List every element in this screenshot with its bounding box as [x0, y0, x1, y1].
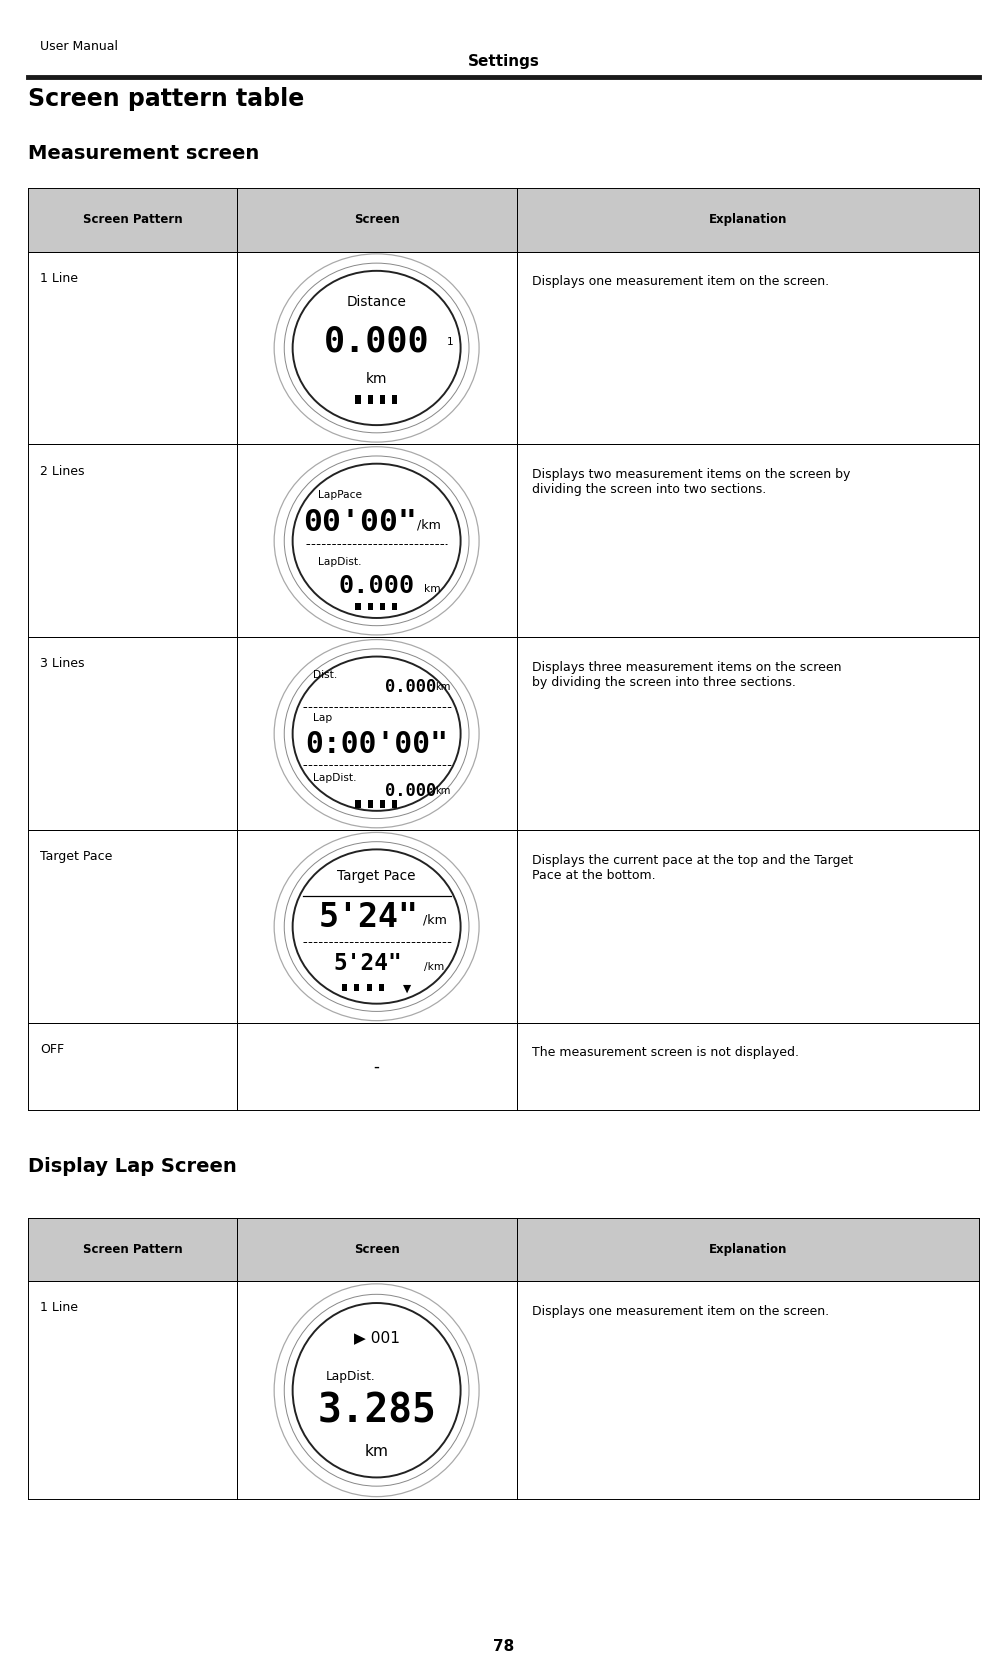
Text: ▶ 001: ▶ 001: [353, 1330, 400, 1345]
Text: Screen pattern table: Screen pattern table: [28, 87, 304, 111]
Ellipse shape: [293, 270, 460, 426]
Text: Displays two measurement items on the screen by
dividing the screen into two sec: Displays two measurement items on the sc…: [532, 468, 850, 496]
Text: /km: /km: [423, 914, 447, 927]
Bar: [517, 188, 979, 252]
Text: Screen: Screen: [353, 213, 400, 226]
Bar: [379, 984, 384, 991]
Bar: [380, 800, 385, 808]
Bar: [237, 1218, 517, 1281]
Text: 2 Lines: 2 Lines: [40, 465, 85, 478]
Text: Explanation: Explanation: [709, 213, 786, 226]
Text: Displays the current pace at the top and the Target
Pace at the bottom.: Displays the current pace at the top and…: [532, 854, 853, 882]
Bar: [342, 984, 347, 991]
Text: Screen: Screen: [353, 1243, 400, 1256]
Bar: [355, 602, 361, 610]
Bar: [392, 800, 397, 808]
Bar: [367, 984, 372, 991]
Text: Explanation: Explanation: [709, 1243, 786, 1256]
Text: 0.000: 0.000: [338, 574, 415, 597]
Text: Measurement screen: Measurement screen: [28, 144, 260, 163]
Text: Displays one measurement item on the screen.: Displays one measurement item on the scr…: [532, 275, 829, 288]
Text: 0.000: 0.000: [324, 325, 429, 359]
Ellipse shape: [293, 849, 460, 1003]
Text: 1: 1: [447, 337, 454, 347]
Text: Displays one measurement item on the screen.: Displays one measurement item on the scr…: [532, 1305, 829, 1318]
Text: 5'24": 5'24": [318, 901, 418, 934]
Bar: [355, 800, 361, 808]
Text: LapDist.: LapDist.: [318, 557, 362, 567]
Text: km: km: [435, 683, 450, 693]
Bar: [392, 602, 397, 610]
Bar: [368, 800, 373, 808]
Bar: [517, 1218, 979, 1281]
Text: 78: 78: [492, 1640, 515, 1654]
Text: 1 Line: 1 Line: [40, 272, 79, 285]
Text: 3 Lines: 3 Lines: [40, 657, 85, 671]
Text: Settings: Settings: [467, 54, 540, 69]
Text: 1 Line: 1 Line: [40, 1301, 79, 1315]
Text: km: km: [424, 584, 440, 594]
Text: /km: /km: [417, 518, 440, 532]
Text: 0:00'00": 0:00'00": [305, 729, 448, 760]
Text: 00'00": 00'00": [303, 508, 417, 537]
Ellipse shape: [293, 463, 460, 619]
Text: LapPace: LapPace: [318, 490, 362, 500]
Text: Dist.: Dist.: [313, 671, 337, 681]
Text: -: -: [374, 1058, 380, 1075]
Text: 0.000: 0.000: [385, 781, 436, 800]
Bar: [392, 396, 397, 404]
Text: /km: /km: [424, 961, 444, 971]
Text: km: km: [435, 787, 450, 797]
Bar: [380, 396, 385, 404]
Bar: [28, 188, 237, 252]
Ellipse shape: [293, 1303, 460, 1477]
Text: Distance: Distance: [346, 295, 407, 309]
Bar: [380, 602, 385, 610]
Bar: [368, 396, 373, 404]
Text: Screen Pattern: Screen Pattern: [83, 1243, 182, 1256]
Text: OFF: OFF: [40, 1043, 64, 1057]
Bar: [355, 396, 361, 404]
Text: Lap: Lap: [313, 713, 332, 723]
Bar: [237, 188, 517, 252]
Text: km: km: [365, 1444, 389, 1459]
Bar: [354, 984, 359, 991]
Bar: [368, 602, 373, 610]
Text: 5'24": 5'24": [334, 953, 403, 974]
Text: 0.000: 0.000: [385, 679, 436, 696]
Text: The measurement screen is not displayed.: The measurement screen is not displayed.: [532, 1046, 799, 1060]
Ellipse shape: [293, 656, 460, 812]
Text: 3.285: 3.285: [317, 1392, 436, 1430]
Text: Target Pace: Target Pace: [40, 850, 113, 864]
Text: ▼: ▼: [403, 983, 411, 993]
Text: User Manual: User Manual: [40, 40, 118, 54]
Text: Target Pace: Target Pace: [337, 869, 416, 882]
Bar: [28, 1218, 237, 1281]
Text: LapDist.: LapDist.: [313, 773, 356, 783]
Text: km: km: [366, 372, 388, 386]
Text: Display Lap Screen: Display Lap Screen: [28, 1157, 237, 1176]
Text: Screen Pattern: Screen Pattern: [83, 213, 182, 226]
Text: Displays three measurement items on the screen
by dividing the screen into three: Displays three measurement items on the …: [532, 661, 841, 689]
Text: LapDist.: LapDist.: [326, 1370, 376, 1384]
